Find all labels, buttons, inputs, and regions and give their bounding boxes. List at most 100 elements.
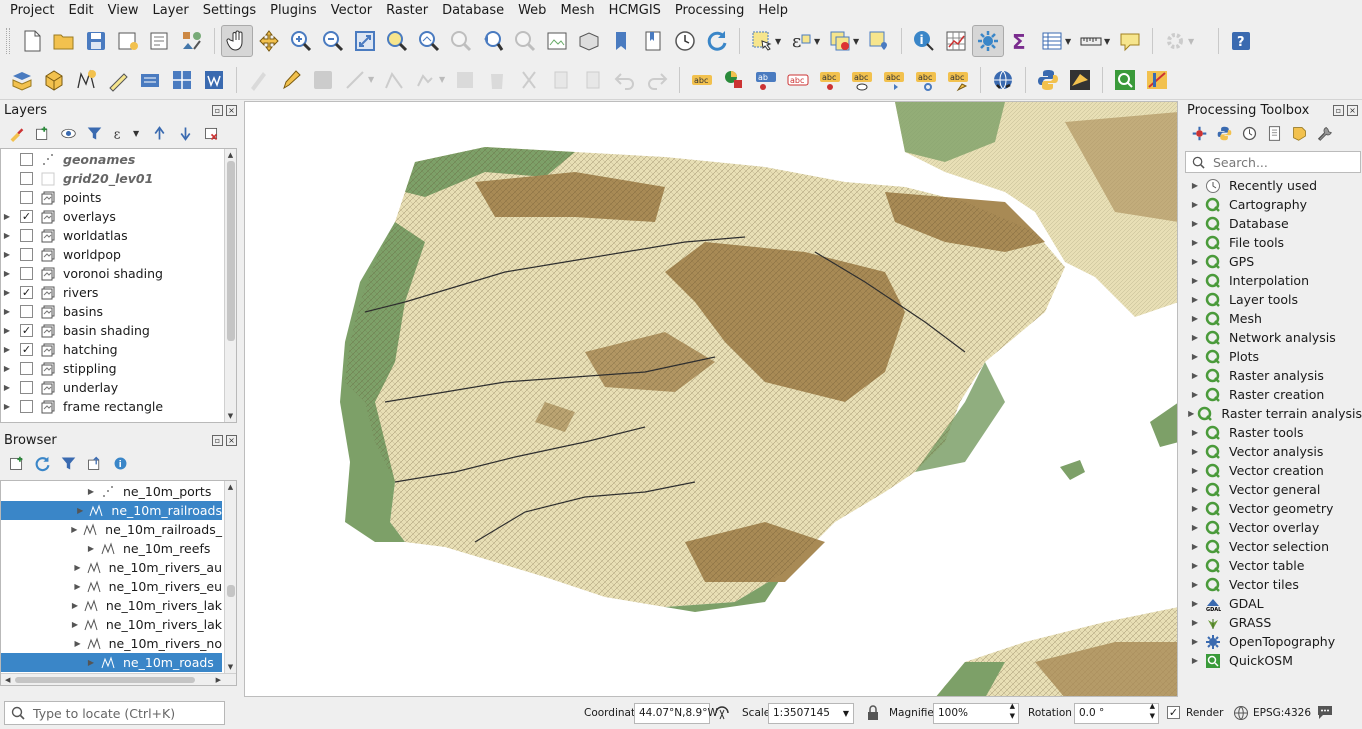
layer-visibility-checkbox[interactable]: ✓ bbox=[20, 286, 33, 299]
results-viewer-icon[interactable] bbox=[1264, 123, 1284, 143]
browser-item[interactable]: ▶ ne_10m_roads bbox=[1, 653, 222, 672]
python-console-icon[interactable] bbox=[1032, 64, 1064, 96]
chevron-down-icon[interactable]: ▼ bbox=[133, 128, 140, 138]
measure-line-icon[interactable] bbox=[1075, 25, 1107, 57]
processing-provider-item[interactable]: ▶ Plots bbox=[1185, 347, 1362, 366]
new-vector-tile-layer-icon[interactable] bbox=[198, 64, 230, 96]
processing-search-field[interactable]: Search... bbox=[1185, 151, 1361, 173]
quickosm-icon[interactable] bbox=[1109, 64, 1141, 96]
temporal-controller-icon[interactable] bbox=[669, 25, 701, 57]
new-virtual-layer-icon[interactable] bbox=[134, 64, 166, 96]
processing-provider-item[interactable]: ▶ Layer tools bbox=[1185, 290, 1362, 309]
scroll-down-icon[interactable]: ▼ bbox=[227, 412, 234, 420]
float-panel-icon[interactable]: ▫ bbox=[1333, 104, 1344, 116]
layer-row[interactable]: ▶ worldpop bbox=[1, 245, 236, 264]
vertex-tool-icon[interactable] bbox=[378, 64, 410, 96]
toolbar-grip[interactable] bbox=[6, 28, 10, 54]
open-table-icon[interactable] bbox=[1036, 25, 1068, 57]
browser-item[interactable]: ▶ ne_10m_ports bbox=[1, 482, 222, 501]
new-project-icon[interactable] bbox=[16, 25, 48, 57]
manage-map-themes-icon[interactable] bbox=[58, 123, 78, 143]
layers-scrollbar[interactable]: ▲ ▼ bbox=[224, 149, 236, 422]
browser-item[interactable]: ▶ ne_10m_railroads bbox=[1, 501, 222, 520]
menu-layer[interactable]: Layer bbox=[152, 3, 189, 18]
scroll-down-icon[interactable]: ▼ bbox=[227, 663, 234, 671]
layer-row[interactable]: ▶ stippling bbox=[1, 359, 236, 378]
expand-arrow-icon[interactable]: ▶ bbox=[3, 383, 11, 392]
expand-arrow-icon[interactable]: ▶ bbox=[1191, 295, 1199, 304]
data-source-manager-icon[interactable] bbox=[6, 64, 38, 96]
layer-row[interactable]: ▶ voronoi shading bbox=[1, 264, 236, 283]
plugin-bird-icon[interactable] bbox=[1064, 64, 1096, 96]
layer-diagram-options-icon[interactable] bbox=[718, 64, 750, 96]
current-edits-icon[interactable] bbox=[243, 64, 275, 96]
options-wrench-icon[interactable] bbox=[1314, 123, 1334, 143]
processing-provider-item[interactable]: ▶ Mesh bbox=[1185, 309, 1362, 328]
change-label-icon[interactable]: abc bbox=[910, 64, 942, 96]
processing-provider-item[interactable]: ▶ Vector geometry bbox=[1185, 499, 1362, 518]
move-label-icon[interactable]: abc bbox=[846, 64, 878, 96]
zoom-next-icon[interactable] bbox=[509, 25, 541, 57]
models-gear-icon[interactable] bbox=[1189, 123, 1209, 143]
pin-unpin-labels-icon[interactable]: abc bbox=[782, 64, 814, 96]
processing-provider-item[interactable]: ▶ Vector analysis bbox=[1185, 442, 1362, 461]
hscroll-thumb[interactable] bbox=[15, 677, 195, 683]
chevron-down-icon[interactable]: ▼ bbox=[814, 36, 821, 46]
layer-row[interactable]: ▶ underlay bbox=[1, 378, 236, 397]
browser-hscrollbar[interactable]: ◀ ▶ bbox=[1, 673, 236, 685]
close-icon[interactable]: × bbox=[226, 104, 237, 116]
save-layer-edits-icon[interactable] bbox=[307, 64, 339, 96]
zoom-full-icon[interactable] bbox=[349, 25, 381, 57]
add-group-icon[interactable] bbox=[32, 123, 52, 143]
create-grid-icon[interactable] bbox=[166, 64, 198, 96]
copy-features-icon[interactable] bbox=[545, 64, 577, 96]
processing-provider-item[interactable]: ▶ QuickOSM bbox=[1185, 651, 1362, 670]
scroll-up-icon[interactable]: ▲ bbox=[227, 483, 234, 491]
expand-arrow-icon[interactable]: ▶ bbox=[71, 620, 78, 629]
layer-visibility-checkbox[interactable] bbox=[20, 229, 33, 242]
processing-provider-item[interactable]: ▶ Cartography bbox=[1185, 195, 1362, 214]
float-panel-icon[interactable]: ▫ bbox=[212, 434, 223, 446]
hcmgis-globe-icon[interactable] bbox=[987, 64, 1019, 96]
map-tips-icon[interactable] bbox=[1114, 25, 1146, 57]
processing-provider-item[interactable]: ▶ Raster analysis bbox=[1185, 366, 1362, 385]
zoom-native-icon[interactable] bbox=[445, 25, 477, 57]
expand-arrow-icon[interactable]: ▶ bbox=[3, 212, 11, 221]
browser-item[interactable]: ▶ ne_10m_railroads_ bbox=[1, 520, 222, 539]
layer-row[interactable]: ▶ ✓ hatching bbox=[1, 340, 236, 359]
edit-features-inplace-icon[interactable] bbox=[1289, 123, 1309, 143]
processing-provider-item[interactable]: ▶ Vector table bbox=[1185, 556, 1362, 575]
processing-provider-item[interactable]: ▶ Interpolation bbox=[1185, 271, 1362, 290]
layer-visibility-checkbox[interactable] bbox=[20, 362, 33, 375]
chevron-down-icon[interactable]: ▼ bbox=[853, 36, 860, 46]
redo-icon[interactable] bbox=[641, 64, 673, 96]
label-properties-icon[interactable]: abc bbox=[942, 64, 974, 96]
expand-arrow-icon[interactable]: ▶ bbox=[3, 288, 11, 297]
zoom-to-layer-icon[interactable] bbox=[413, 25, 445, 57]
processing-provider-item[interactable]: ▶ Recently used bbox=[1185, 176, 1362, 195]
pan-to-selection-icon[interactable] bbox=[253, 25, 285, 57]
render-checkbox[interactable]: ✓ bbox=[1167, 706, 1180, 719]
expand-arrow-icon[interactable]: ▶ bbox=[3, 345, 11, 354]
layer-row[interactable]: ▶ worldatlas bbox=[1, 226, 236, 245]
menu-plugins[interactable]: Plugins bbox=[270, 3, 317, 18]
layer-visibility-checkbox[interactable] bbox=[20, 172, 33, 185]
highlight-pinned-labels-icon[interactable]: ab bbox=[750, 64, 782, 96]
layer-visibility-checkbox[interactable] bbox=[20, 381, 33, 394]
expand-arrow-icon[interactable]: ▶ bbox=[74, 563, 81, 572]
zoom-to-selection-icon[interactable] bbox=[381, 25, 413, 57]
processing-toolbox-icon[interactable] bbox=[972, 25, 1004, 57]
scroll-thumb[interactable] bbox=[227, 161, 235, 341]
expand-arrow-icon[interactable]: ▶ bbox=[3, 231, 11, 240]
delete-selected-icon[interactable] bbox=[481, 64, 513, 96]
history-clock-icon[interactable] bbox=[1239, 123, 1259, 143]
layer-visibility-checkbox[interactable] bbox=[20, 267, 33, 280]
expand-arrow-icon[interactable]: ▶ bbox=[3, 269, 11, 278]
processing-provider-item[interactable]: ▶ GRASS bbox=[1185, 613, 1362, 632]
settings-gear-icon[interactable] bbox=[1159, 25, 1191, 57]
browser-item[interactable]: ▶ ne_10m_reefs bbox=[1, 539, 222, 558]
expand-arrow-icon[interactable]: ▶ bbox=[1188, 409, 1195, 418]
properties-info-icon[interactable]: i bbox=[110, 453, 130, 473]
show-hide-labels-icon[interactable]: abc bbox=[814, 64, 846, 96]
expand-arrow-icon[interactable]: ▶ bbox=[74, 639, 81, 648]
